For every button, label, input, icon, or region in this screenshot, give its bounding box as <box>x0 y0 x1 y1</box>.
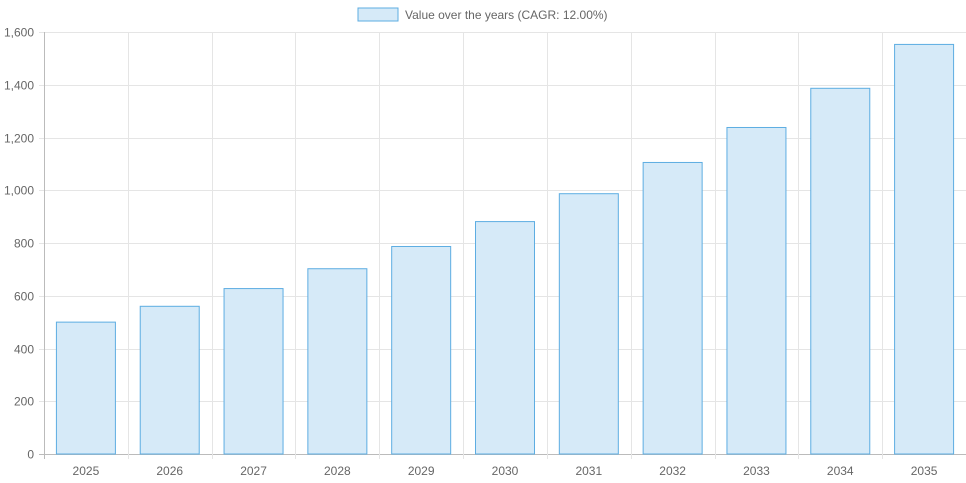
bar-2033 <box>726 126 787 455</box>
y-tick-label: 600 <box>14 290 34 304</box>
x-tick-label: 2033 <box>743 464 770 478</box>
y-tick-label: 1,000 <box>4 184 34 198</box>
legend[interactable]: Value over the years (CAGR: 12.00%) <box>357 7 608 22</box>
x-tick-label: 2031 <box>575 464 602 478</box>
x-tick-label: 2027 <box>240 464 267 478</box>
y-tick-label: 1,600 <box>4 26 34 40</box>
bar-2031 <box>558 193 619 455</box>
x-tick-label: 2029 <box>408 464 435 478</box>
bar-2026 <box>139 305 200 455</box>
x-tick-label: 2032 <box>659 464 686 478</box>
x-tick-label: 2035 <box>911 464 938 478</box>
legend-swatch <box>357 7 399 22</box>
y-tick-label: 400 <box>14 343 34 357</box>
x-tick-label: 2030 <box>492 464 519 478</box>
x-tick-label: 2034 <box>827 464 854 478</box>
y-tick-label: 1,400 <box>4 79 34 93</box>
y-tick-label: 800 <box>14 237 34 251</box>
x-tick-label: 2026 <box>156 464 183 478</box>
y-tick-label: 200 <box>14 395 34 409</box>
y-tick-label: 0 <box>27 448 34 462</box>
bar-2028 <box>307 268 368 455</box>
bar-2029 <box>391 245 452 455</box>
bar-2032 <box>642 161 703 455</box>
bar-2030 <box>475 221 535 455</box>
x-tick-label: 2028 <box>324 464 351 478</box>
x-tick-label: 2025 <box>73 464 100 478</box>
bar-2035 <box>894 43 955 455</box>
y-tick-label: 1,200 <box>4 132 34 146</box>
legend-label: Value over the years (CAGR: 12.00%) <box>405 8 608 22</box>
bar-2027 <box>223 288 284 455</box>
bar-2034 <box>810 87 871 455</box>
bar-2025 <box>55 321 116 455</box>
